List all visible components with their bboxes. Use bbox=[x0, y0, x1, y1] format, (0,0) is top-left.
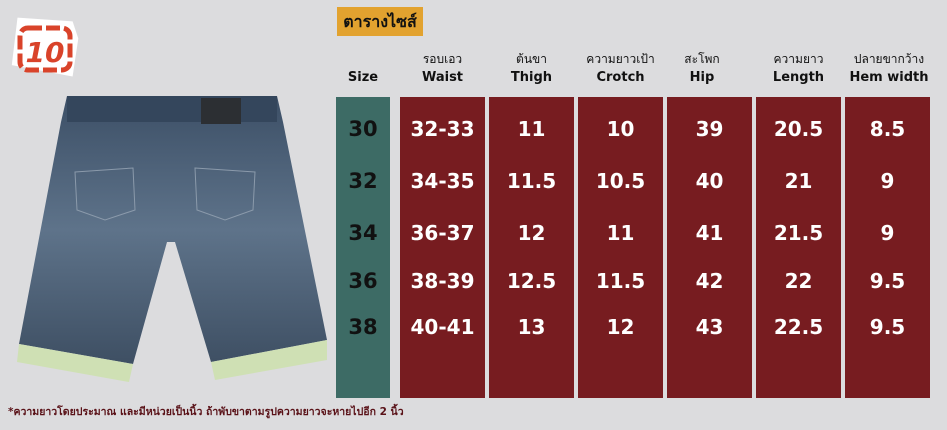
cell: 30 bbox=[348, 117, 378, 141]
cell: 11 bbox=[606, 221, 635, 245]
footnote: *ความยาวโดยประมาณ และมีหน่วยเป็นนิ้ว ถ้า… bbox=[8, 406, 404, 418]
cell: 38 bbox=[348, 315, 378, 339]
cell: 12.5 bbox=[506, 269, 557, 293]
cell: 32 bbox=[348, 169, 378, 193]
thigh-column: 11 11.5 12 12.5 13 bbox=[489, 97, 574, 398]
cell: 9.5 bbox=[869, 315, 906, 339]
cell: 9 bbox=[880, 221, 895, 245]
header-size: Size bbox=[347, 70, 379, 85]
cell: 39 bbox=[695, 117, 724, 141]
cell: 11 bbox=[517, 117, 546, 141]
cell: 34 bbox=[348, 221, 378, 245]
header-hem-width: ปลายขากว้าง Hem width bbox=[849, 52, 929, 85]
cell: 36-37 bbox=[410, 221, 475, 245]
header-length: ความยาว Length bbox=[772, 52, 825, 85]
brand-logo: 10 bbox=[8, 10, 80, 78]
cell: 22 bbox=[784, 269, 813, 293]
cell: 12 bbox=[517, 221, 546, 245]
cell: 38-39 bbox=[410, 269, 475, 293]
waist-column: 32-33 34-35 36-37 38-39 40-41 bbox=[400, 97, 485, 398]
cell: 22.5 bbox=[773, 315, 824, 339]
jeans-shorts-image bbox=[15, 92, 330, 382]
header-waist: รอบเอว Waist bbox=[421, 52, 464, 85]
cell: 43 bbox=[695, 315, 724, 339]
cell: 9 bbox=[880, 169, 895, 193]
cell: 12 bbox=[606, 315, 635, 339]
cell: 13 bbox=[517, 315, 546, 339]
cell: 9.5 bbox=[869, 269, 906, 293]
cell: 20.5 bbox=[773, 117, 824, 141]
hem-width-column: 8.5 9 9 9.5 9.5 bbox=[845, 97, 930, 398]
size-column: 30 32 34 36 38 bbox=[336, 97, 390, 398]
header-hip: สะโพก Hip bbox=[684, 52, 720, 85]
cell: 10.5 bbox=[595, 169, 646, 193]
cell: 11.5 bbox=[595, 269, 646, 293]
cell: 34-35 bbox=[410, 169, 475, 193]
header-thigh: ต้นขา Thigh bbox=[510, 52, 553, 85]
cell: 42 bbox=[695, 269, 724, 293]
hip-column: 39 40 41 42 43 bbox=[667, 97, 752, 398]
cell: 41 bbox=[695, 221, 724, 245]
cell: 36 bbox=[348, 269, 378, 293]
crotch-column: 10 10.5 11 11.5 12 bbox=[578, 97, 663, 398]
cell: 32-33 bbox=[410, 117, 475, 141]
cell: 21 bbox=[784, 169, 813, 193]
cell: 8.5 bbox=[869, 117, 906, 141]
size-chart-title: ตารางไซส์ bbox=[337, 7, 423, 36]
length-column: 20.5 21 21.5 22 22.5 bbox=[756, 97, 841, 398]
header-crotch: ความยาวเป้า Crotch bbox=[586, 52, 655, 85]
cell: 40-41 bbox=[410, 315, 475, 339]
cell: 10 bbox=[606, 117, 635, 141]
cell: 21.5 bbox=[773, 221, 824, 245]
cell: 40 bbox=[695, 169, 724, 193]
svg-text:10: 10 bbox=[26, 36, 65, 69]
cell: 11.5 bbox=[506, 169, 557, 193]
